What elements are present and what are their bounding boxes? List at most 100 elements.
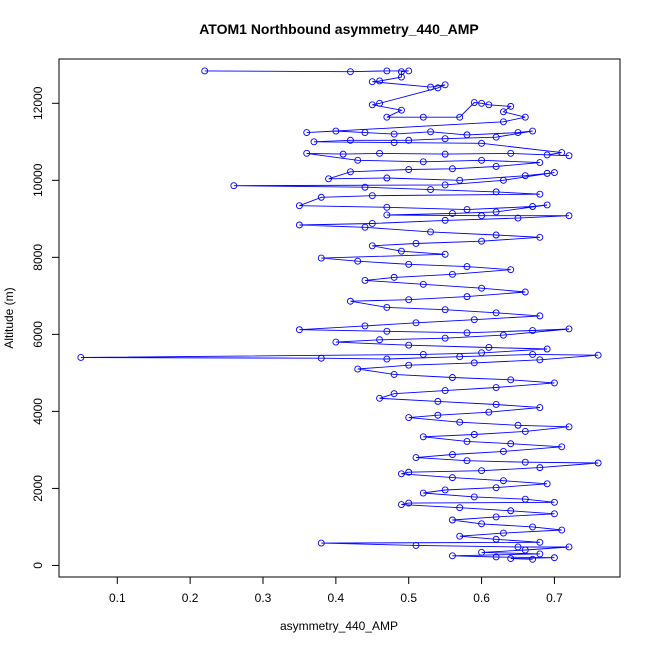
data-point [521, 546, 529, 554]
data-point [470, 99, 478, 106]
data-point [529, 203, 537, 210]
data-point [405, 341, 413, 349]
data-point [521, 458, 529, 466]
data-point [376, 394, 384, 402]
data-point [317, 254, 325, 262]
data-point [368, 220, 376, 227]
data-point [536, 538, 544, 546]
data-point [412, 454, 420, 462]
data-point [463, 437, 471, 445]
data-point [303, 149, 311, 157]
data-point [463, 457, 471, 465]
data-point [470, 431, 478, 438]
y-axis: 0 2000 4000 6000 8000 10000 12000 [31, 86, 60, 569]
data-point [507, 102, 515, 110]
data-point [448, 165, 456, 173]
data-point [485, 344, 493, 351]
data-point [441, 81, 449, 89]
data-point [492, 208, 500, 216]
data-point [368, 242, 376, 250]
x-tick-label: 0.3 [255, 591, 272, 605]
data-point [77, 354, 85, 361]
data-point [390, 390, 398, 398]
data-point [463, 131, 471, 139]
data-point [550, 554, 558, 562]
data-point [492, 384, 500, 391]
data-point [478, 237, 486, 245]
data-point [441, 334, 449, 342]
data-point [499, 477, 507, 485]
data-point [448, 451, 456, 458]
data-point [383, 67, 391, 75]
data-point [499, 331, 507, 339]
data-point [492, 133, 500, 141]
x-tick-label: 0.4 [328, 591, 345, 605]
data-point [507, 555, 515, 562]
data-point [361, 276, 369, 284]
data-point [521, 172, 529, 180]
data-point [529, 523, 537, 531]
data-point [448, 552, 456, 560]
data-point [405, 499, 413, 507]
data-point [492, 401, 500, 408]
x-axis-label: asymmetry_440_AMP [280, 619, 398, 633]
data-point [507, 266, 515, 274]
data-point [368, 78, 376, 86]
plot-frame [58, 58, 621, 578]
data-point [550, 510, 558, 518]
data-point [448, 374, 456, 381]
data-point [558, 149, 566, 157]
data-point [419, 433, 427, 441]
data-point [419, 489, 427, 497]
y-tick-label: 4000 [31, 398, 45, 425]
data-point [536, 550, 544, 558]
data-point [303, 129, 311, 137]
data-point [550, 169, 558, 177]
data-point [390, 370, 398, 378]
data-point [456, 113, 464, 121]
data-point [507, 440, 515, 448]
data-point [405, 260, 413, 268]
data-point [492, 484, 500, 492]
data-point [456, 504, 464, 512]
data-point [441, 216, 449, 224]
y-tick-label: 0 [31, 562, 45, 569]
data-point [354, 156, 362, 164]
data-point [383, 203, 391, 211]
data-point [529, 555, 537, 563]
data-point [470, 359, 478, 367]
data-point [558, 526, 566, 534]
data-point [543, 480, 551, 488]
data-point [499, 529, 507, 537]
x-tick-label: 0.7 [546, 591, 563, 605]
data-point [514, 543, 522, 551]
data-point [361, 223, 369, 231]
data-point [295, 221, 303, 229]
data-point [448, 474, 456, 482]
y-tick-label: 2000 [31, 475, 45, 502]
data-point [536, 312, 544, 320]
x-tick-label: 0.6 [473, 591, 490, 605]
data-point [478, 99, 486, 107]
data-point [478, 212, 486, 220]
data-point [412, 541, 420, 549]
data-point [485, 408, 493, 416]
data-point [529, 327, 537, 334]
data-point [441, 135, 449, 143]
data-point [565, 543, 573, 551]
data-point [594, 351, 602, 359]
x-tick-label: 0.5 [400, 591, 417, 605]
data-point [448, 270, 456, 278]
data-point [405, 67, 413, 75]
data-point [478, 284, 486, 292]
data-point [317, 539, 325, 547]
y-tick-label: 8000 [31, 244, 45, 271]
data-point [536, 159, 544, 167]
series-layer [77, 67, 602, 563]
data-point [361, 183, 369, 191]
data-point [478, 548, 486, 556]
data-point [492, 513, 500, 521]
data-point [507, 376, 515, 384]
data-point [383, 211, 391, 219]
